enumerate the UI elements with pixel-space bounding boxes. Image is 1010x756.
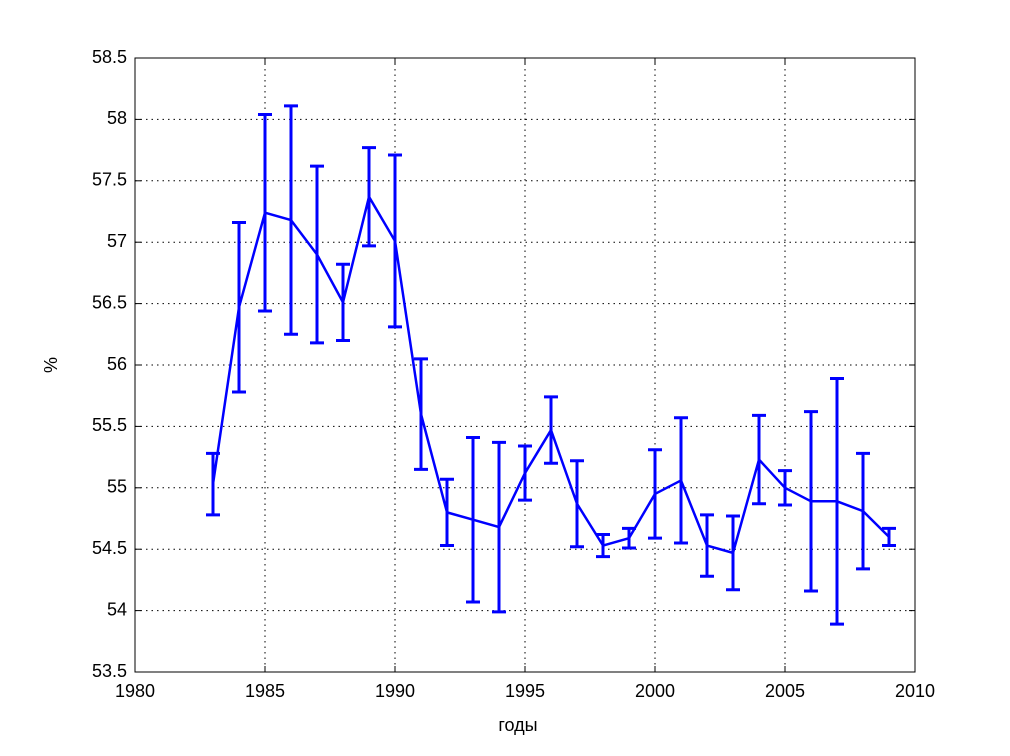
y-tick-label: 55 <box>107 477 127 497</box>
y-tick-label: 57 <box>107 231 127 251</box>
y-tick-label: 56.5 <box>92 292 127 312</box>
data-line <box>211 195 890 555</box>
x-tick-label: 1980 <box>115 681 155 701</box>
y-axis-label: % <box>41 357 61 373</box>
y-tick-label: 54.5 <box>92 538 127 558</box>
y-tick-label: 54 <box>107 599 127 619</box>
y-tick-label: 58 <box>107 108 127 128</box>
y-tick-label: 53.5 <box>92 661 127 681</box>
y-tick-label: 55.5 <box>92 415 127 435</box>
x-tick-label: 2000 <box>635 681 675 701</box>
axes-box <box>134 57 916 673</box>
x-tick-label: 2010 <box>895 681 935 701</box>
y-tick-label: 57.5 <box>92 170 127 190</box>
x-tick-label: 1990 <box>375 681 415 701</box>
y-tick-label: 58.5 <box>92 47 127 67</box>
x-tick-label: 1985 <box>245 681 285 701</box>
x-tick-label: 1995 <box>505 681 545 701</box>
y-tick-label: 56 <box>107 354 127 374</box>
x-tick-label: 2005 <box>765 681 805 701</box>
x-axis-label: годы <box>498 715 537 735</box>
